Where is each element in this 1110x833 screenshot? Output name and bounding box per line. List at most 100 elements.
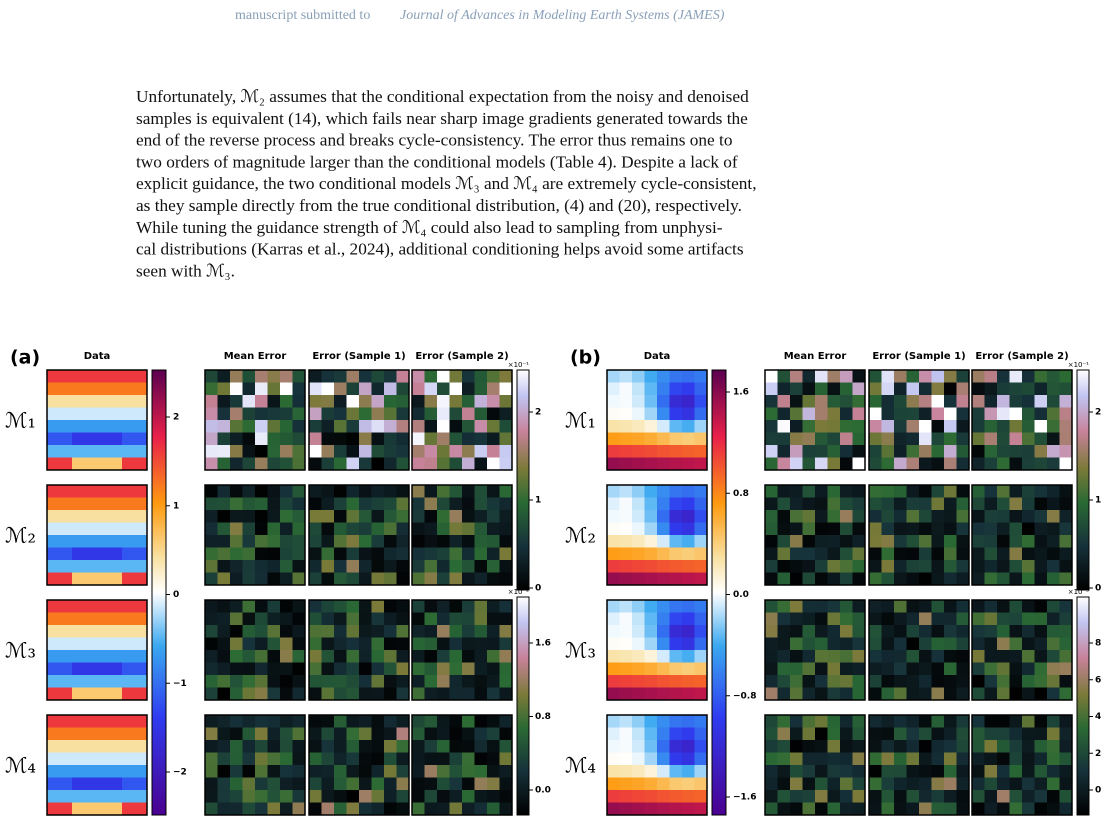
heatmap-cell: [280, 727, 293, 741]
heatmap-cell: [321, 370, 335, 383]
heatmap-cell: [424, 600, 438, 613]
heatmap-cell: [644, 612, 658, 626]
heatmap-cell: [972, 740, 985, 753]
heatmap-cell: [47, 445, 60, 458]
error-heatmap: [204, 484, 306, 586]
heatmap-cell: [607, 547, 620, 561]
heatmap-frame: [411, 369, 513, 471]
heatmap-cell: [815, 765, 828, 778]
heatmap-cell: [840, 535, 853, 548]
heatmap-cell: [881, 572, 895, 586]
heatmap-cell: [487, 547, 500, 561]
heatmap-cell: [682, 510, 695, 523]
heatmap-cell: [134, 765, 148, 778]
heatmap-cell: [682, 535, 695, 548]
heatmap-cell: [462, 662, 475, 676]
heatmap-cell: [72, 382, 85, 396]
heatmap-cell: [1047, 382, 1060, 396]
heatmap-cell: [134, 497, 148, 511]
paragraph-line: explicit guidance, the two conditional m…: [136, 174, 757, 193]
heatmap-cell: [1009, 687, 1023, 701]
heatmap-cell: [122, 662, 135, 676]
heatmap-cell: [694, 612, 708, 626]
heatmap-cell: [881, 457, 895, 471]
heatmap-cell: [109, 445, 123, 458]
heatmap-cell: [984, 752, 998, 766]
heatmap-cell: [499, 687, 513, 701]
heatmap-cell: [765, 625, 778, 638]
heatmap-cell: [321, 612, 335, 626]
heatmap-cell: [852, 485, 866, 498]
heatmap-cell: [931, 650, 945, 663]
heatmap-cell: [59, 612, 73, 626]
heatmap-cell: [499, 370, 513, 383]
heatmap-cell: [1047, 370, 1060, 383]
heatmap-cell: [396, 625, 410, 638]
heatmap-cell: [619, 370, 633, 383]
heatmap-cell: [267, 777, 281, 791]
heatmap-cell: [280, 432, 293, 446]
heatmap-cell: [292, 715, 306, 728]
heatmap-cell: [321, 650, 335, 663]
heatmap-cell: [59, 510, 73, 523]
heatmap-cell: [694, 765, 708, 778]
heatmap-cell: [217, 727, 231, 741]
heatmap-cell: [956, 637, 970, 651]
heatmap-cell: [371, 547, 385, 561]
heatmap-cell: [230, 522, 243, 536]
heatmap-cell: [109, 727, 123, 741]
heatmap-cell: [1034, 675, 1048, 688]
heatmap-cell: [619, 650, 633, 663]
heatmap-cell: [384, 497, 397, 511]
heatmap-cell: [657, 522, 670, 536]
heatmap-cell: [424, 497, 438, 511]
heatmap-cell: [292, 662, 306, 676]
heatmap-cell: [205, 510, 218, 523]
heatmap-cell: [267, 790, 281, 803]
heatmap-cell: [359, 572, 372, 586]
heatmap-cell: [919, 662, 932, 676]
heatmap-cell: [1034, 637, 1048, 651]
heatmap-cell: [931, 547, 945, 561]
heatmap-cell: [499, 740, 513, 753]
heatmap-cell: [230, 510, 243, 523]
heatmap-cell: [777, 752, 791, 766]
heatmap-cell: [134, 675, 148, 688]
heatmap-cell: [384, 715, 397, 728]
heatmap-cell: [292, 752, 306, 766]
heatmap-cell: [840, 612, 853, 626]
heatmap-cell: [449, 420, 463, 433]
heatmap-cell: [840, 457, 853, 471]
heatmap-cell: [972, 727, 985, 741]
heatmap-cell: [984, 420, 998, 433]
heatmap-cell: [644, 485, 658, 498]
heatmap-cell: [777, 432, 791, 446]
heatmap-cell: [255, 752, 268, 766]
heatmap-cell: [881, 382, 895, 396]
heatmap-cell: [815, 777, 828, 791]
heatmap-cell: [205, 370, 218, 383]
heatmap-cell: [682, 572, 695, 586]
heatmap-cell: [309, 740, 322, 753]
heatmap-cell: [134, 522, 148, 536]
heatmap-cell: [881, 637, 895, 651]
heatmap-cell: [1022, 790, 1035, 803]
heatmap-cell: [97, 790, 110, 803]
heatmap-cell: [122, 547, 135, 561]
heatmap-cell: [1047, 432, 1060, 446]
heatmap-cell: [1059, 637, 1073, 651]
heatmap-cell: [242, 777, 256, 791]
heatmap-cell: [906, 382, 920, 396]
heatmap-cell: [84, 432, 98, 446]
heatmap-cell: [359, 395, 372, 408]
heatmap-cell: [230, 547, 243, 561]
heatmap-cell: [309, 675, 322, 688]
heatmap-cell: [334, 687, 347, 701]
heatmap-cell: [346, 715, 360, 728]
heatmap-cell: [359, 752, 372, 766]
error-heatmap: [764, 599, 866, 701]
heatmap-cell: [906, 547, 920, 561]
heatmap-cell: [97, 547, 110, 561]
heatmap-cell: [1034, 662, 1048, 676]
heatmap-cell: [956, 522, 970, 536]
